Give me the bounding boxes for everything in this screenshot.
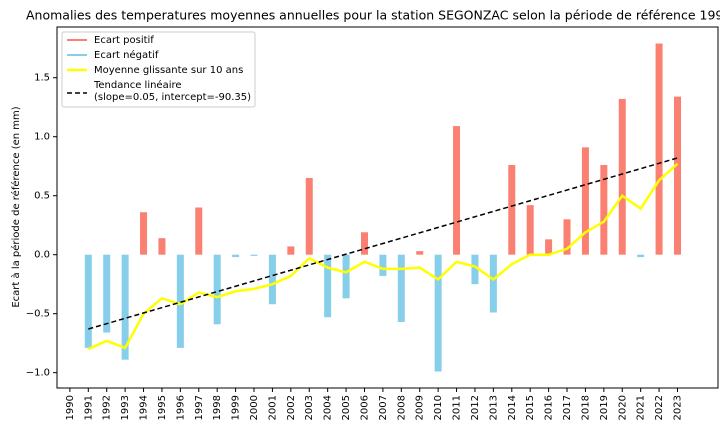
y-tick-label: 1.5 <box>34 73 50 84</box>
bar <box>213 254 221 325</box>
legend-label-detail: (slope=0.05, intercept=-90.35) <box>94 92 251 103</box>
x-tick-label: 1994 <box>139 395 150 420</box>
x-tick-label: 1990 <box>65 395 76 420</box>
bar <box>195 207 203 255</box>
x-tick-label: 1998 <box>212 395 223 420</box>
x-tick-label: 2014 <box>507 395 518 420</box>
bar <box>158 238 166 255</box>
bar <box>508 165 516 255</box>
legend-label: Moyenne glissante sur 10 ans <box>94 65 243 76</box>
x-tick-label: 1992 <box>102 395 113 420</box>
bar <box>526 205 534 255</box>
x-tick-label: 2015 <box>525 395 536 420</box>
x-tick-label: 2005 <box>341 395 352 420</box>
x-tick-label: 2021 <box>636 395 647 420</box>
x-tick-label: 1995 <box>157 395 168 420</box>
x-tick-label: 1996 <box>175 395 186 420</box>
bar <box>397 254 405 322</box>
legend-label: Ecart négatif <box>94 49 159 61</box>
x-tick-label: 2010 <box>433 395 444 420</box>
x-tick-label: 2023 <box>672 395 683 420</box>
bar <box>360 232 368 255</box>
bar <box>121 254 129 360</box>
bar <box>250 254 258 256</box>
bar <box>379 254 387 276</box>
x-tick-label: 2013 <box>488 395 499 420</box>
x-tick-label: 2022 <box>654 395 665 420</box>
bar <box>232 254 240 258</box>
plot-frame <box>56 26 719 389</box>
legend-label: Tendance linéaire <box>93 79 182 91</box>
bar <box>434 254 442 372</box>
bar <box>581 147 589 255</box>
bar <box>600 165 608 255</box>
x-tick-label: 2009 <box>415 395 426 420</box>
x-tick-label: 1997 <box>194 395 205 420</box>
x-tick-label: 2008 <box>396 395 407 420</box>
x-tick-label: 2002 <box>286 395 297 420</box>
bar <box>453 126 461 255</box>
bar <box>545 239 553 255</box>
bar <box>176 254 184 348</box>
bar <box>673 96 681 255</box>
bar <box>324 254 332 318</box>
y-tick-label: 0.5 <box>34 191 50 202</box>
x-tick-label: 2019 <box>599 395 610 420</box>
x-tick-label: 2016 <box>544 395 555 420</box>
bar <box>637 254 645 258</box>
bar <box>489 254 497 313</box>
y-tick-label: 1.0 <box>34 132 50 143</box>
bar <box>471 254 479 285</box>
bar <box>618 98 626 255</box>
bar <box>140 212 148 255</box>
trend-line <box>88 157 678 330</box>
x-tick-label: 1991 <box>83 395 94 420</box>
bar <box>305 178 313 255</box>
bar <box>268 254 276 305</box>
x-tick-label: 2011 <box>452 395 463 420</box>
line <box>87 162 679 351</box>
bar <box>655 43 663 255</box>
x-tick-label: 2006 <box>359 395 370 420</box>
x-tick-label: 2004 <box>323 395 334 420</box>
y-tick-label: −1.0 <box>26 368 50 379</box>
y-axis-label: Ecart à la période de référence (en mm) <box>10 106 22 307</box>
bar <box>287 246 295 255</box>
chart-title: Anomalies des temperatures moyennes annu… <box>26 8 720 23</box>
y-tick-label: −0.5 <box>26 309 50 320</box>
x-tick-label: 2001 <box>267 395 278 420</box>
bar <box>103 254 111 333</box>
legend-box <box>61 31 256 108</box>
legend-label: Ecart positif <box>94 35 154 46</box>
x-tick-label: 2000 <box>249 395 260 420</box>
x-tick-label: 1999 <box>231 395 242 420</box>
y-tick-label: 0.0 <box>34 250 50 261</box>
x-tick-label: 2018 <box>580 395 591 420</box>
x-tick-label: 2020 <box>617 395 628 420</box>
bar <box>342 254 350 299</box>
x-tick-label: 1993 <box>120 395 131 420</box>
x-tick-label: 2017 <box>562 395 573 420</box>
x-tick-label: 2012 <box>470 395 481 420</box>
x-tick-label: 2007 <box>378 395 389 420</box>
x-tick-label: 2003 <box>304 395 315 420</box>
bar <box>563 219 571 255</box>
bar <box>84 254 92 348</box>
bar <box>416 251 424 255</box>
